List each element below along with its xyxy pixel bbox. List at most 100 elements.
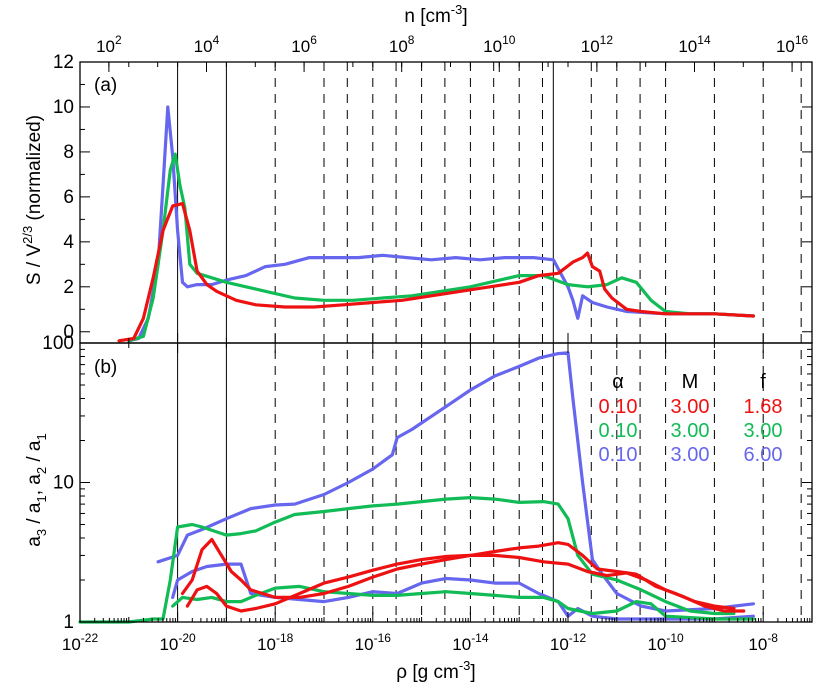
panel-a-ytick-label: 0 xyxy=(63,322,74,343)
top-tick-base: 10 xyxy=(776,37,795,56)
legend-red-value-2: 1.68 xyxy=(744,396,783,418)
top-tick-exponent: 6 xyxy=(310,33,317,47)
x-tick-base: 10 xyxy=(452,635,471,654)
legend-green-value-1: 3.00 xyxy=(671,420,710,442)
x-tick-label: 10-10 xyxy=(647,631,684,654)
panel-a-ylabel-tail: (normalized) xyxy=(24,115,45,226)
panel-b-ylabel-text: / a xyxy=(24,440,45,467)
top-tick-label: 104 xyxy=(194,33,220,56)
x-tick-label: 10-16 xyxy=(355,631,392,654)
legend-blue-value-0: 0.10 xyxy=(599,444,638,466)
top-axis-label-tail: ] xyxy=(462,6,467,27)
top-tick-exponent: 8 xyxy=(408,33,415,47)
panel-b-series-red-4 xyxy=(180,537,736,611)
top-tick-exponent: 16 xyxy=(795,33,809,47)
top-tick-exponent: 4 xyxy=(213,33,220,47)
x-tick-exponent: -8 xyxy=(767,631,778,645)
top-tick-base: 10 xyxy=(96,37,115,56)
panel-b-series-red-5 xyxy=(185,553,746,613)
panel-a-ytick-label: 6 xyxy=(63,187,74,208)
panel-b-series-blue-0 xyxy=(156,351,755,613)
top-tick-label: 106 xyxy=(291,33,317,56)
legend-header-1: M xyxy=(682,371,699,393)
x-tick-base: 10 xyxy=(550,635,569,654)
panel-b-ylabel: a3 / a1, a2 / a1 xyxy=(24,433,49,546)
legend-red-value-0: 0.10 xyxy=(599,396,638,418)
x-axis-label-sup: -3 xyxy=(459,658,471,673)
top-tick-label: 1010 xyxy=(483,33,516,56)
panel-b-frame xyxy=(79,342,813,623)
panel-a-series-green-1 xyxy=(127,152,755,343)
top-tick-base: 10 xyxy=(389,37,408,56)
x-tick-base: 10 xyxy=(355,635,374,654)
legend-header-2: f xyxy=(760,371,766,393)
panel-b-ylabel-sub: 3 xyxy=(34,529,49,536)
top-tick-base: 10 xyxy=(291,37,310,56)
panel-a-series-red-2 xyxy=(117,202,755,343)
panel-b-ylabel-sub: 2 xyxy=(34,467,49,474)
panel-a-ytick-label: 8 xyxy=(63,142,74,163)
x-tick-exponent: -10 xyxy=(666,631,684,645)
legend-green-value-2: 3.00 xyxy=(744,420,783,442)
panel-b-ytick-label: 1 xyxy=(63,612,74,633)
top-tick-exponent: 10 xyxy=(502,33,516,47)
panel-a-frame xyxy=(79,61,813,344)
top-tick-label: 1012 xyxy=(581,33,614,56)
legend-green-value-0: 0.10 xyxy=(599,420,638,442)
panel-b-ylabel-text: / a xyxy=(24,502,45,529)
legend-blue-value-1: 3.00 xyxy=(671,444,710,466)
panel-b-ylabel-text: a xyxy=(24,536,45,547)
panel-b-label: (b) xyxy=(94,357,117,378)
panel-a-ylabel: S / V2/3 (normalized) xyxy=(20,115,45,285)
x-tick-exponent: -22 xyxy=(81,631,99,645)
panel-b-ytick-label: 10 xyxy=(53,473,74,494)
x-tick-exponent: -12 xyxy=(569,631,587,645)
panel-a-ytick-label: 12 xyxy=(53,52,74,73)
top-tick-exponent: 2 xyxy=(115,33,122,47)
x-tick-label: 10-8 xyxy=(748,631,778,654)
legend-red-value-1: 3.00 xyxy=(671,396,710,418)
top-axis-label: n [cm-3] xyxy=(404,2,467,27)
top-tick-label: 1016 xyxy=(776,33,809,56)
x-tick-exponent: -14 xyxy=(471,631,489,645)
panel-a-label: (a) xyxy=(94,75,117,96)
top-axis-label-text: n [cm xyxy=(404,6,450,27)
panel-b-ytick-label: 100 xyxy=(42,333,74,354)
top-tick-base: 10 xyxy=(194,37,213,56)
x-tick-label: 10-22 xyxy=(62,631,99,654)
x-tick-exponent: -20 xyxy=(178,631,196,645)
top-tick-label: 108 xyxy=(389,33,415,56)
panel-a-ylabel-sup: 2/3 xyxy=(20,226,35,244)
x-tick-label: 10-18 xyxy=(257,631,294,654)
panel-b-ylabel-text: , a xyxy=(24,474,45,496)
legend-blue-value-2: 6.00 xyxy=(744,444,783,466)
top-tick-label: 102 xyxy=(96,33,122,56)
panel-b-series-green-3 xyxy=(171,584,755,621)
panel-b-series-green-2 xyxy=(78,496,736,624)
x-tick-label: 10-20 xyxy=(159,631,196,654)
x-tick-label: 10-14 xyxy=(452,631,489,654)
x-tick-base: 10 xyxy=(748,635,767,654)
top-tick-exponent: 14 xyxy=(697,33,711,47)
legend-header-0: α xyxy=(612,371,624,393)
top-tick-label: 1014 xyxy=(678,33,711,56)
top-tick-base: 10 xyxy=(581,37,600,56)
x-axis-label: ρ [g cm-3] xyxy=(396,658,475,683)
panel-b-ylabel-sub: 1 xyxy=(34,495,49,502)
x-tick-base: 10 xyxy=(62,635,81,654)
top-tick-base: 10 xyxy=(483,37,502,56)
top-tick-exponent: 12 xyxy=(600,33,614,47)
x-axis-label-text: ρ [g cm xyxy=(396,662,459,683)
x-tick-base: 10 xyxy=(159,635,178,654)
x-tick-exponent: -18 xyxy=(276,631,294,645)
x-tick-exponent: -16 xyxy=(374,631,392,645)
panel-b-ylabel-sub: 1 xyxy=(34,433,49,440)
panel-a-series-blue-0 xyxy=(127,105,755,343)
panel-a-ytick-label: 4 xyxy=(63,232,74,253)
top-axis-label-sup: -3 xyxy=(451,2,463,17)
x-axis-label-tail: ] xyxy=(470,662,475,683)
panel-a-ytick-label: 2 xyxy=(63,277,74,298)
top-tick-base: 10 xyxy=(678,37,697,56)
